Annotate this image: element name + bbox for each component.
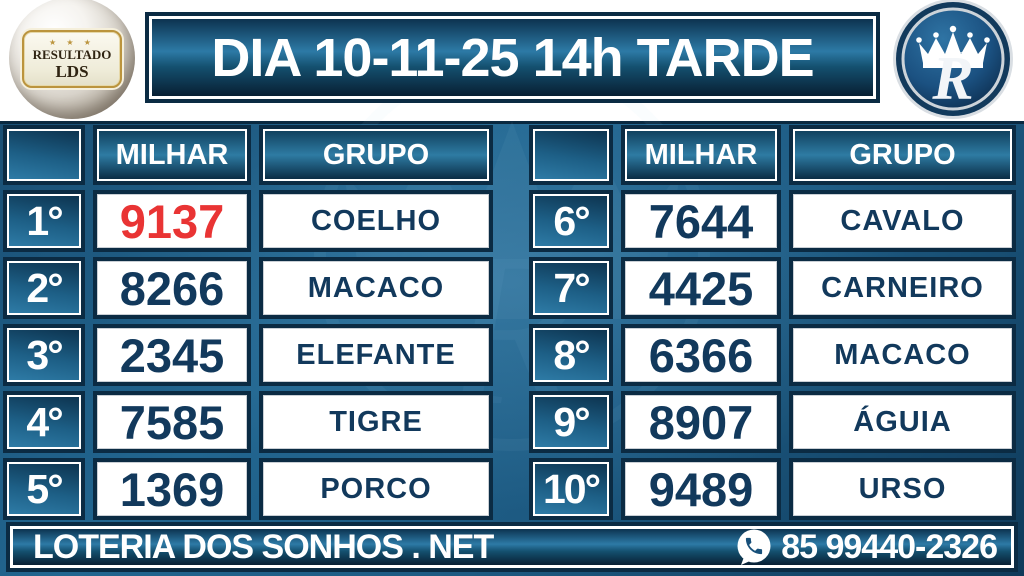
seal-plaque: ★ ★ ★ RESULTADO LDS <box>22 30 122 88</box>
grupo-cell: CARNEIRO <box>789 257 1016 319</box>
grupo-cell: ELEFANTE <box>259 324 493 386</box>
logo-rei-text: Rei <box>949 46 968 61</box>
grupo-cell: URSO <box>789 458 1016 520</box>
grupo-cell: COELHO <box>259 190 493 252</box>
position-header-spacer <box>3 125 85 185</box>
grupo-column-header: GRUPO <box>259 125 493 185</box>
site-name: LOTERIA DOS SONHOS . NET <box>33 527 494 566</box>
results-table-right: MILHAR GRUPO 6° 7644 CAVALO 7° 4425 CARN… <box>529 125 1016 520</box>
grupo-cell: CAVALO <box>789 190 1016 252</box>
grupo-cell: MACACO <box>259 257 493 319</box>
position-cell: 8° <box>529 324 613 386</box>
milhar-cell: 8907 <box>621 391 781 453</box>
results-table-left: MILHAR GRUPO 1° 9137 COELHO 2° 8266 MACA… <box>3 125 493 520</box>
position-cell: 4° <box>3 391 85 453</box>
draw-title: DIA 10-11-25 14h TARDE <box>211 27 814 88</box>
milhar-cell: 9137 <box>93 190 251 252</box>
grupo-cell: ÁGUIA <box>789 391 1016 453</box>
milhar-column-header: MILHAR <box>621 125 781 185</box>
crown-icon <box>916 25 990 68</box>
position-cell: 3° <box>3 324 85 386</box>
grupo-cell: PORCO <box>259 458 493 520</box>
milhar-cell: 4425 <box>621 257 781 319</box>
milhar-cell: 7644 <box>621 190 781 252</box>
resultado-lds-seal: ★ ★ ★ RESULTADO LDS <box>9 0 135 119</box>
footer-bar: LOTERIA DOS SONHOS . NET 85 99440-2326 <box>6 522 1018 572</box>
contact-group: 85 99440-2326 <box>735 527 998 567</box>
position-cell: 7° <box>529 257 613 319</box>
milhar-cell: 6366 <box>621 324 781 386</box>
milhar-column-header: MILHAR <box>93 125 251 185</box>
position-cell: 2° <box>3 257 85 319</box>
position-cell: 10° <box>529 458 613 520</box>
position-cell: 6° <box>529 190 613 252</box>
milhar-cell: 7585 <box>93 391 251 453</box>
position-header-spacer <box>529 125 613 185</box>
seal-line2: LDS <box>55 62 89 81</box>
phone-number: 85 99440-2326 <box>781 527 998 566</box>
logo-initial: R <box>931 45 973 113</box>
milhar-cell: 1369 <box>93 458 251 520</box>
seal-line1: RESULTADO <box>32 47 112 62</box>
draw-title-bar: DIA 10-11-25 14h TARDE <box>145 12 880 103</box>
milhar-cell: 9489 <box>621 458 781 520</box>
whatsapp-icon <box>737 529 771 565</box>
grupo-column-header: GRUPO <box>789 125 1016 185</box>
stars-icon: ★ ★ ★ <box>49 38 95 47</box>
rei-brand-logo: Rei R <box>889 0 1017 121</box>
position-cell: 5° <box>3 458 85 520</box>
milhar-cell: 2345 <box>93 324 251 386</box>
position-cell: 9° <box>529 391 613 453</box>
position-cell: 1° <box>3 190 85 252</box>
milhar-cell: 8266 <box>93 257 251 319</box>
grupo-cell: MACACO <box>789 324 1016 386</box>
grupo-cell: TIGRE <box>259 391 493 453</box>
